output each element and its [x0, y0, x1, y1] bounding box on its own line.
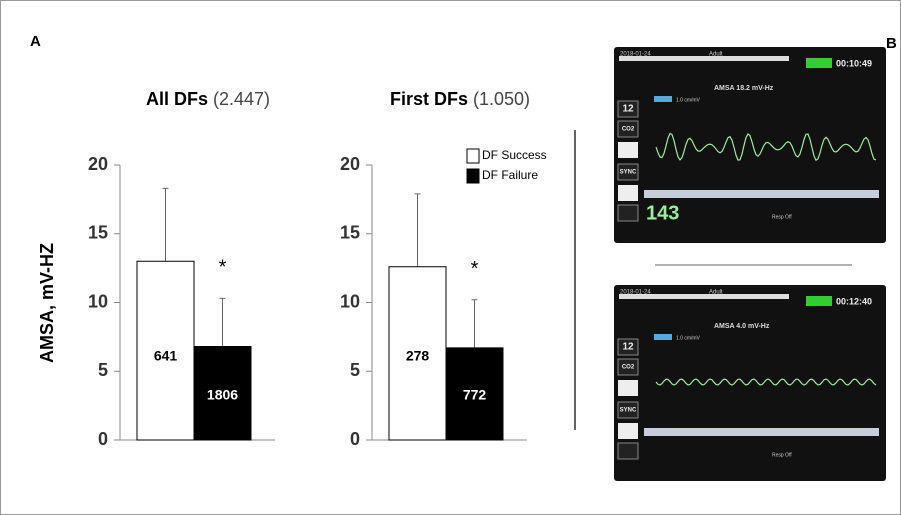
panel-label: A	[30, 33, 41, 50]
panel-label: B	[886, 35, 897, 52]
count-label: 772	[463, 387, 487, 403]
battery	[806, 296, 832, 306]
y-tick-label: 15	[340, 223, 360, 243]
significance: *	[219, 257, 227, 279]
side-label: SYNC	[620, 408, 637, 414]
amsa-reading: AMSA 18.2 mV-Hz	[714, 85, 774, 92]
monitor-date: 2018-01-24	[620, 290, 651, 296]
y-tick-label: 10	[88, 291, 108, 311]
y-axis-label: AMSA, mV-HZ	[37, 243, 57, 363]
side-button	[618, 380, 638, 396]
battery	[806, 58, 832, 68]
side-button	[618, 205, 638, 221]
figure: A B All DFs (2.447) 0 5 10 15 20 AMSA, mV-HZ 64…	[0, 0, 901, 515]
resp-status: Resp Off	[772, 452, 792, 458]
side-label: 12	[622, 342, 634, 353]
amsa-reading: AMSA 4.0 mV-Hz	[714, 323, 770, 330]
legend-swatch	[467, 169, 479, 183]
side-button	[618, 185, 638, 201]
monitor-date: 2018-01-24	[620, 52, 651, 58]
side-button	[618, 142, 638, 158]
y-tick-label: 5	[350, 360, 360, 380]
side-label: 12	[622, 104, 634, 115]
monitor-mode: Adult	[709, 290, 723, 296]
signal-strip	[644, 190, 879, 198]
legend-label: DF Failure	[482, 168, 538, 182]
monitor-time: 00:12:40	[836, 296, 872, 306]
chart-title: First DFs (1.050)	[390, 89, 530, 109]
gain: 1.0 cm/mV	[676, 335, 701, 341]
gain-box	[654, 334, 672, 340]
subtitle: (1.050)	[473, 89, 530, 109]
legend-label: DF Success	[482, 148, 547, 162]
y-tick-label: 20	[340, 154, 360, 174]
count-label: 1806	[207, 387, 238, 403]
signal-strip	[644, 428, 879, 436]
monitor-time: 00:10:49	[836, 58, 872, 68]
title: All DFs	[146, 89, 208, 109]
side-button	[618, 423, 638, 439]
monitor-mode: Adult	[709, 52, 723, 58]
gain: 1.0 cm/mV	[676, 97, 701, 103]
y-tick-label: 15	[88, 223, 108, 243]
count-label: 278	[406, 348, 430, 364]
side-button	[618, 443, 638, 459]
resp-status: Resp Off	[772, 214, 792, 220]
side-label: CO2	[622, 127, 635, 133]
y-tick-label: 0	[98, 429, 108, 449]
gain-box	[654, 96, 672, 102]
legend-swatch	[467, 149, 479, 163]
side-label: SYNC	[620, 170, 637, 176]
title: First DFs	[390, 89, 468, 109]
y-tick-label: 10	[340, 291, 360, 311]
y-tick-label: 5	[98, 360, 108, 380]
y-tick-label: 0	[350, 429, 360, 449]
side-label: CO2	[622, 365, 635, 371]
count-label: 641	[154, 348, 178, 364]
y-tick-label: 20	[88, 154, 108, 174]
heart-rate: 143	[646, 202, 679, 224]
subtitle: (2.447)	[213, 89, 270, 109]
chart-title: All DFs (2.447)	[146, 89, 270, 109]
significance: *	[471, 258, 479, 280]
